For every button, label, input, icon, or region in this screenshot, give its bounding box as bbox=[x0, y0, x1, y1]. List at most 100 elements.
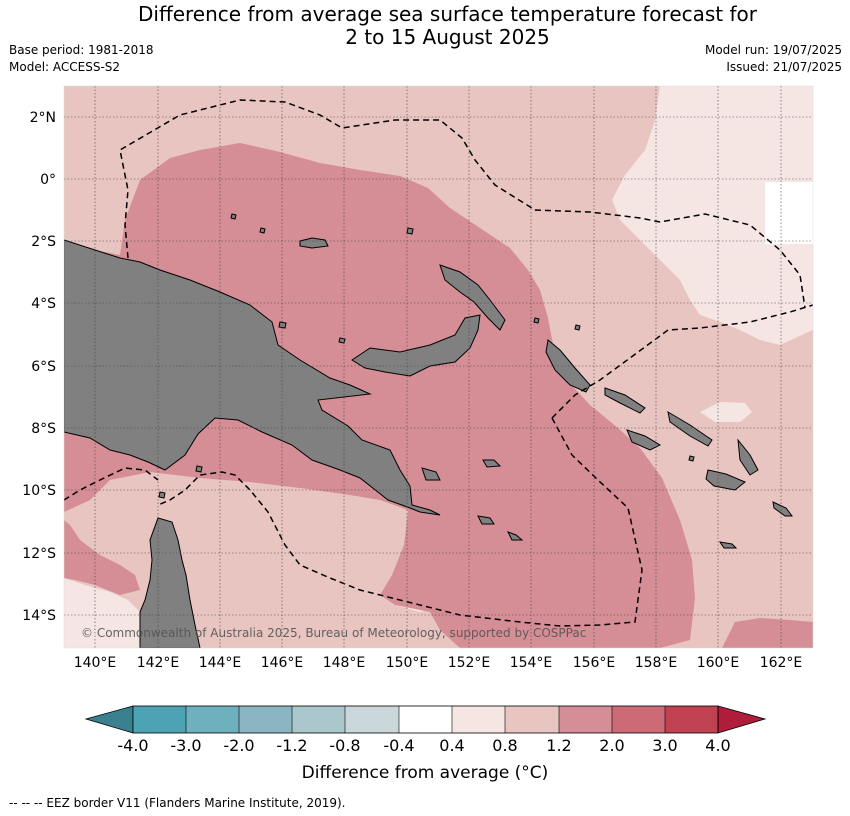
meta-left: Base period: 1981-2018 Model: ACCESS-S2 bbox=[9, 42, 154, 76]
lon-label: 158°E bbox=[635, 655, 678, 671]
new-ireland-island bbox=[439, 264, 506, 331]
manus-island bbox=[299, 237, 329, 249]
lon-label: 144°E bbox=[199, 655, 242, 671]
lon-label: 162°E bbox=[760, 655, 803, 671]
eez-png-south bbox=[157, 417, 643, 627]
lon-label: 140°E bbox=[74, 655, 117, 671]
cape-york-peninsula bbox=[139, 517, 201, 648]
lat-label: 0° bbox=[40, 172, 56, 188]
rossel-island bbox=[506, 531, 524, 541]
longitude-labels: 140°E 142°E 144°E 146°E 148°E 150°E 152°… bbox=[74, 655, 803, 671]
colorbar-segment bbox=[665, 706, 718, 733]
colorbar-under-arrow bbox=[84, 705, 134, 734]
colorbar-segment bbox=[186, 706, 239, 733]
solomon-islet-4 bbox=[574, 324, 581, 331]
anomaly-bin-12-20 bbox=[64, 143, 695, 648]
above-background-patch bbox=[765, 182, 813, 244]
model-run: Model run: 19/07/2025 bbox=[704, 43, 842, 57]
anomaly-bin-04-08-island bbox=[700, 402, 752, 422]
makira-island bbox=[705, 469, 746, 491]
islands bbox=[158, 213, 793, 549]
colorbar-tick: -3.0 bbox=[170, 736, 201, 755]
torres-strait-islet-1 bbox=[158, 491, 166, 499]
new-britain-island bbox=[351, 314, 481, 377]
lon-label: 148°E bbox=[323, 655, 366, 671]
lat-label: 6°S bbox=[31, 359, 56, 375]
base-period: Base period: 1981-2018 bbox=[9, 43, 154, 57]
colorbar-segment bbox=[345, 706, 399, 733]
lon-label: 154°E bbox=[510, 655, 553, 671]
colorbar-tick: 0.8 bbox=[492, 736, 517, 755]
colorbar-tick: -2.0 bbox=[223, 736, 254, 755]
colorbar-frame bbox=[132, 705, 719, 734]
choiseul-island bbox=[604, 387, 646, 414]
meta-right: Model run: 19/07/2025 Issued: 21/07/2025 bbox=[705, 42, 842, 76]
lon-label: 150°E bbox=[386, 655, 429, 671]
colorbar-tick: -1.2 bbox=[276, 736, 307, 755]
lat-label: 4°S bbox=[31, 296, 56, 312]
lon-label: 142°E bbox=[137, 655, 180, 671]
gridlines bbox=[64, 86, 813, 648]
copyright-notice: © Commonwealth of Australia 2025, Bureau… bbox=[81, 626, 586, 640]
colorbar-tick: -0.4 bbox=[383, 736, 414, 755]
colorbar-tick: 3.0 bbox=[652, 736, 677, 755]
louisiade-island bbox=[477, 515, 495, 525]
fergusson-island bbox=[421, 467, 441, 481]
lat-label: 2°S bbox=[31, 234, 56, 250]
colorbar-segment bbox=[505, 706, 559, 733]
colorbar-dividers bbox=[185, 706, 666, 733]
colorbar-segment bbox=[452, 706, 505, 733]
colorbar-segment bbox=[612, 706, 665, 733]
colorbar-segment bbox=[239, 706, 292, 733]
colorbar: -4.0 -3.0 -2.0 -1.2 -0.8 -0.4 0.4 0.8 1.… bbox=[84, 705, 767, 755]
title-line-2: 2 to 15 August 2025 bbox=[345, 25, 550, 49]
anomaly-bin-04-08-east bbox=[612, 86, 813, 345]
eez-borders bbox=[64, 99, 813, 627]
eez-solomons-north bbox=[551, 304, 813, 419]
bismarck-islet-3 bbox=[406, 227, 414, 235]
colorbar-tick: 4.0 bbox=[705, 736, 730, 755]
eez-footnote: -- -- -- EEZ border V11 (Flanders Marine… bbox=[9, 796, 346, 810]
woodlark-island bbox=[482, 459, 502, 468]
eez-torres-strait bbox=[64, 467, 159, 501]
santa-isabel-island bbox=[667, 410, 713, 447]
colorbar-tick: -0.8 bbox=[329, 736, 360, 755]
solomon-islet-2 bbox=[718, 541, 738, 549]
colorbar-tick: 1.2 bbox=[546, 736, 571, 755]
bismarck-islet-5 bbox=[259, 227, 266, 234]
anomaly-bin-04-08-southwest bbox=[64, 578, 146, 648]
map-title: Difference from average sea surface temp… bbox=[0, 3, 850, 49]
lon-label: 146°E bbox=[261, 655, 304, 671]
title-line-1: Difference from average sea surface temp… bbox=[137, 2, 757, 26]
solomon-islet-3 bbox=[533, 317, 540, 324]
colorbar-tick: 0.4 bbox=[439, 736, 464, 755]
colorbar-segment bbox=[292, 706, 345, 733]
torres-strait-islet-2 bbox=[195, 465, 203, 473]
lat-label: 14°S bbox=[22, 608, 56, 624]
colorbar-tick: 2.0 bbox=[599, 736, 624, 755]
rennell-island bbox=[772, 501, 793, 517]
colorbar-tick: -4.0 bbox=[117, 736, 148, 755]
issued-date: Issued: 21/07/2025 bbox=[726, 60, 842, 74]
colorbar-segment bbox=[559, 706, 612, 733]
map-frame bbox=[63, 85, 814, 649]
colorbar-label: Difference from average (°C) bbox=[301, 763, 549, 783]
anomaly-bin-12-20-southeast bbox=[722, 618, 813, 648]
lat-label: 2°N bbox=[30, 110, 56, 126]
model-name: Model: ACCESS-S2 bbox=[9, 60, 121, 74]
lat-label: 12°S bbox=[22, 546, 56, 562]
colorbar-segment bbox=[399, 706, 452, 733]
malaita-island bbox=[737, 438, 759, 476]
new-guinea-landmass bbox=[64, 239, 441, 516]
lon-label: 152°E bbox=[448, 655, 491, 671]
lat-label: 8°S bbox=[31, 421, 56, 437]
latitude-labels: 2°N 0° 2°S 4°S 6°S 8°S 10°S 12°S 14°S bbox=[22, 110, 56, 624]
colorbar-segment bbox=[133, 706, 186, 733]
lon-label: 160°E bbox=[697, 655, 740, 671]
bismarck-islet-1 bbox=[278, 321, 287, 329]
bismarck-islet-4 bbox=[230, 213, 237, 220]
guadalcanal-island bbox=[626, 429, 662, 451]
eez-png-north bbox=[119, 99, 806, 309]
solomon-islet-1 bbox=[688, 455, 695, 462]
